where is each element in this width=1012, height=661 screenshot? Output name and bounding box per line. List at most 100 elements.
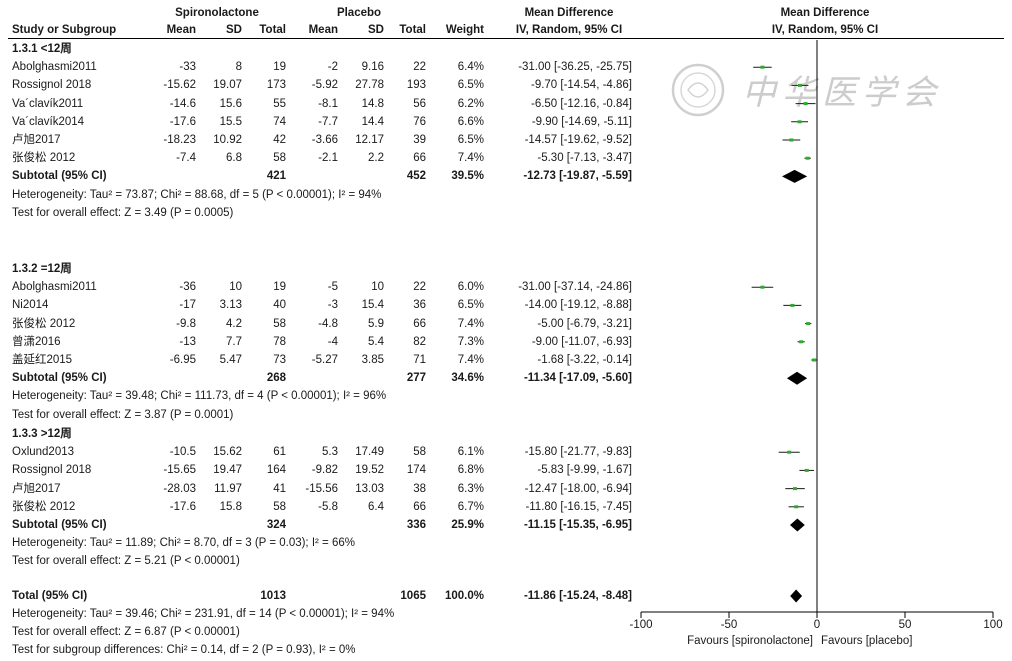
sd-exp: 15.5 <box>219 115 242 128</box>
total-exp: 61 <box>273 446 286 459</box>
total-ctrl: 452 <box>406 170 426 183</box>
ci-text: -14.00 [-19.12, -8.88] <box>524 299 632 312</box>
subtotal-label: Subtotal (95% CI) <box>12 372 107 385</box>
total-exp: 42 <box>273 134 286 146</box>
study-name: Oxlund2013 <box>12 446 75 459</box>
ci-text: -6.50 [-12.16, -0.84] <box>530 97 632 110</box>
col-weight-header: Weight <box>445 24 484 36</box>
study-point <box>805 156 810 160</box>
ci-text: -14.57 [-19.62, -9.52] <box>524 134 632 146</box>
total-ctrl: 66 <box>413 500 426 513</box>
study-point <box>794 505 799 509</box>
total-exp: 73 <box>273 354 286 366</box>
total-exp: 41 <box>273 482 286 495</box>
subtotal-label: Subtotal (95% CI) <box>12 519 107 531</box>
study-point <box>793 487 798 491</box>
total-exp: 173 <box>266 79 286 92</box>
weight: 7.4% <box>457 152 484 165</box>
col-mean-ctrl-header: Mean <box>308 24 338 36</box>
weight: 7.4% <box>457 317 484 330</box>
total-ctrl: 56 <box>413 97 426 110</box>
weight: 6.2% <box>457 97 484 110</box>
ci-text: -11.34 [-17.09, -5.60] <box>523 372 632 385</box>
weight: 25.9% <box>451 519 484 531</box>
ci-text: -11.80 [-16.15, -7.45] <box>525 500 632 513</box>
study-point <box>789 138 794 142</box>
mean-ctrl: 5.3 <box>322 446 338 459</box>
sd-exp: 10 <box>229 281 242 294</box>
weight: 6.5% <box>457 79 484 92</box>
subgroup-label: 1.3.1 <12周 <box>12 43 72 55</box>
study-name: Ni2014 <box>12 299 49 312</box>
sd-exp: 10.92 <box>213 134 242 146</box>
col-sd-ctrl-header: SD <box>368 24 384 36</box>
total-exp: 164 <box>266 464 286 477</box>
total-label: Total (95% CI) <box>12 590 88 602</box>
ci-text: -9.00 [-11.07, -6.93] <box>531 335 632 348</box>
group-control-header: Placebo <box>336 7 382 19</box>
study-name: Rossignol 2018 <box>12 79 92 92</box>
subgroup-differences-text: Test for subgroup differences: Chi² = 0.… <box>12 644 356 656</box>
total-ctrl: 76 <box>413 115 426 128</box>
sd-ctrl: 9.16 <box>361 61 384 74</box>
total-heterogeneity-text: Heterogeneity: Tau² = 39.46; Chi² = 231.… <box>12 608 395 620</box>
x-tick-label: -100 <box>629 619 653 631</box>
ci-text: -31.00 [-36.25, -25.75] <box>518 61 632 74</box>
mean-ctrl: -3.66 <box>311 134 338 146</box>
ci-text: -11.15 [-15.35, -6.95] <box>523 519 632 531</box>
sd-exp: 4.2 <box>226 317 242 330</box>
study-name: 张俊松 2012 <box>12 500 76 513</box>
subtotal-diamond <box>782 169 808 183</box>
total-ctrl: 66 <box>413 317 426 330</box>
col-sd-exp-header: SD <box>226 24 242 36</box>
plot-effect-title: Mean Difference <box>780 7 870 19</box>
table-effect-subtitle: IV, Random, 95% CI <box>515 24 623 36</box>
ci-text: -5.83 [-9.99, -1.67] <box>537 464 632 477</box>
total-overall-effect-text: Test for overall effect: Z = 6.87 (P < 0… <box>12 626 240 638</box>
sd-exp: 6.8 <box>226 152 242 165</box>
sd-ctrl: 19.52 <box>355 464 384 477</box>
col-total-ctrl-header: Total <box>399 24 426 36</box>
study-point <box>787 450 792 454</box>
total-ctrl: 36 <box>413 299 426 312</box>
total-exp: 74 <box>273 115 286 128</box>
mean-ctrl: -2.1 <box>318 152 338 165</box>
col-total-exp-header: Total <box>259 24 286 36</box>
study-name: 盖延红2015 <box>12 354 73 366</box>
subgroup-label: 1.3.3 >12周 <box>12 428 72 440</box>
x-tick-label: 100 <box>983 619 1003 631</box>
study-name: Va´clavík2014 <box>12 115 85 128</box>
mean-exp: -9.8 <box>176 317 196 330</box>
total-exp: 58 <box>273 152 286 165</box>
mean-exp: -18.23 <box>163 134 196 146</box>
heterogeneity-text: Heterogeneity: Tau² = 11.89; Chi² = 8.70… <box>12 537 355 550</box>
sd-exp: 3.13 <box>219 299 242 312</box>
col-study-header: Study or Subgroup <box>12 24 117 36</box>
mean-ctrl: -7.7 <box>318 115 338 128</box>
total-exp: 78 <box>273 335 286 348</box>
mean-exp: -10.5 <box>169 446 196 459</box>
total-exp: 1013 <box>260 590 286 602</box>
total-ctrl: 22 <box>413 61 426 74</box>
ci-text: -11.86 [-15.24, -8.48] <box>523 590 632 602</box>
mean-exp: -6.95 <box>169 354 196 366</box>
mean-ctrl: -4 <box>327 335 338 348</box>
mean-exp: -33 <box>179 61 196 74</box>
total-exp: 421 <box>266 170 286 183</box>
total-ctrl: 82 <box>413 335 426 348</box>
watermark-logo: 中华医学会 <box>671 63 936 117</box>
weight: 6.5% <box>457 134 484 146</box>
study-point <box>799 340 804 344</box>
x-tick-label: 0 <box>813 619 821 631</box>
mean-ctrl: -8.1 <box>318 97 338 110</box>
study-name: Abolghasmi2011 <box>12 281 97 294</box>
subtotal-diamond <box>786 371 808 385</box>
weight: 7.3% <box>457 335 484 348</box>
total-exp: 58 <box>273 500 286 513</box>
mean-exp: -17.6 <box>169 500 196 513</box>
mean-exp: -17 <box>179 299 196 312</box>
weight: 7.4% <box>457 354 484 366</box>
study-name: Abolghasmi2011 <box>12 61 97 74</box>
